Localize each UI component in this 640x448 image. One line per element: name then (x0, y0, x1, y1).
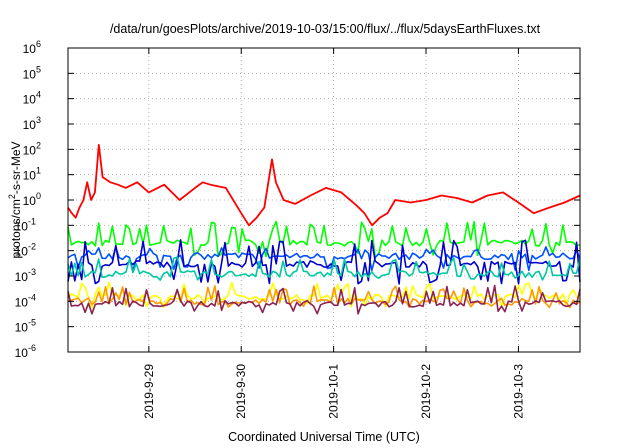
y-tick-label: 10-3 (15, 267, 36, 284)
series-group (67, 144, 581, 315)
y-tick-label: 100 (23, 191, 41, 208)
series-line-6 (67, 281, 581, 309)
y-tick-label: 10-1 (15, 216, 36, 233)
y-tick-label: 106 (23, 39, 41, 56)
x-tick-label: 2019-9-30 (234, 364, 248, 419)
y-tick-label: 10-4 (15, 292, 36, 309)
y-tick-label: 105 (23, 64, 41, 81)
series-line-1 (67, 144, 581, 227)
y-axis-label-main: protons/cm (9, 199, 23, 258)
series-line-7 (67, 285, 581, 309)
grid (68, 48, 580, 352)
y-axis-label-rest: -s-sr-MeV (9, 141, 23, 194)
y-axis-label: protons/cm2-s-sr-MeV (7, 141, 23, 258)
y-axis: 10-6 10-5 10-4 10-3 10-2 10-1 100 101 102 103 104 1… (15, 39, 580, 360)
y-tick-label: 104 (23, 90, 41, 107)
x-tick-label: 2019-9-29 (142, 364, 156, 419)
y-tick-label: 103 (23, 115, 41, 132)
series-line-4 (67, 239, 581, 285)
y-tick-label: 101 (23, 166, 41, 183)
series-line-8 (67, 284, 581, 315)
series-line-5 (67, 256, 581, 281)
x-tick-label: 2019-10-2 (419, 364, 433, 419)
y-axis-label-sup: 2 (7, 194, 17, 199)
x-tick-label: 2019-10-3 (511, 364, 525, 419)
svg-text:protons/cm2-s-sr-MeV: protons/cm2-s-sr-MeV (7, 141, 23, 258)
x-axis: 2019-9-29 2019-9-30 2019-10-1 2019-10-2 2019… (142, 48, 525, 419)
series-line-2 (67, 220, 581, 258)
x-tick-label: 2019-10-1 (327, 364, 341, 419)
y-tick-label: 10-2 (15, 242, 36, 259)
chart-title: /data/run/goesPlots/archive/2019-10-03/1… (110, 22, 541, 36)
x-axis-label: Coordinated Universal Time (UTC) (228, 430, 420, 444)
y-tick-label: 10-5 (15, 318, 36, 335)
y-tick-label: 10-6 (15, 343, 36, 360)
y-tick-label: 102 (23, 140, 41, 157)
series-line-3 (67, 246, 581, 272)
